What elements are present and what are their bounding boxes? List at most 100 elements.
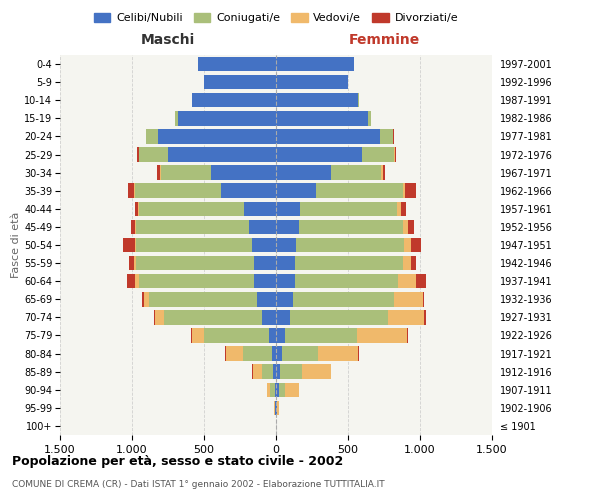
Bar bbox=[262, 310, 276, 324]
Text: Maschi: Maschi bbox=[141, 34, 195, 48]
Bar bbox=[393, 129, 394, 144]
Bar bbox=[273, 364, 276, 379]
Bar bbox=[403, 220, 409, 234]
Bar bbox=[299, 220, 403, 234]
Bar bbox=[136, 220, 248, 234]
Bar bbox=[158, 129, 276, 144]
Bar bbox=[276, 364, 280, 379]
Bar bbox=[135, 202, 139, 216]
Bar bbox=[276, 75, 348, 90]
Bar bbox=[137, 148, 139, 162]
Bar bbox=[276, 292, 293, 306]
Bar bbox=[252, 364, 253, 379]
Bar bbox=[262, 364, 273, 379]
Bar bbox=[412, 238, 421, 252]
Bar bbox=[129, 256, 134, 270]
Bar bbox=[193, 93, 276, 108]
Bar bbox=[405, 184, 416, 198]
Bar bbox=[127, 274, 135, 288]
Bar bbox=[161, 166, 211, 180]
Bar bbox=[134, 256, 136, 270]
Bar bbox=[164, 310, 262, 324]
Bar bbox=[134, 184, 135, 198]
Bar bbox=[394, 148, 395, 162]
Bar bbox=[412, 256, 416, 270]
Bar bbox=[424, 310, 426, 324]
Bar bbox=[295, 256, 403, 270]
Bar bbox=[272, 346, 276, 361]
Bar bbox=[395, 148, 396, 162]
Text: COMUNE DI CREMA (CR) - Dati ISTAT 1° gennaio 2002 - Elaborazione TUTTITALIA.IT: COMUNE DI CREMA (CR) - Dati ISTAT 1° gen… bbox=[12, 480, 385, 489]
Bar bbox=[280, 364, 302, 379]
Bar bbox=[401, 202, 406, 216]
Bar bbox=[358, 93, 359, 108]
Bar bbox=[178, 111, 276, 126]
Bar bbox=[157, 166, 160, 180]
Bar bbox=[254, 274, 276, 288]
Bar bbox=[225, 346, 226, 361]
Bar bbox=[404, 238, 412, 252]
Bar bbox=[381, 166, 383, 180]
Bar bbox=[276, 382, 279, 397]
Bar bbox=[251, 238, 276, 252]
Bar bbox=[204, 75, 276, 90]
Bar bbox=[276, 184, 316, 198]
Bar bbox=[276, 166, 331, 180]
Bar bbox=[155, 310, 164, 324]
Bar bbox=[276, 400, 277, 415]
Bar bbox=[276, 129, 380, 144]
Bar bbox=[135, 238, 136, 252]
Bar bbox=[124, 238, 135, 252]
Y-axis label: Fasce di età: Fasce di età bbox=[11, 212, 21, 278]
Bar bbox=[407, 328, 409, 342]
Bar bbox=[316, 184, 403, 198]
Bar bbox=[198, 57, 276, 72]
Bar bbox=[358, 346, 359, 361]
Text: Femmine: Femmine bbox=[349, 34, 419, 48]
Bar bbox=[380, 129, 392, 144]
Bar bbox=[276, 328, 284, 342]
Bar bbox=[257, 292, 276, 306]
Bar bbox=[416, 274, 426, 288]
Bar bbox=[368, 111, 371, 126]
Bar bbox=[254, 256, 276, 270]
Bar bbox=[356, 328, 407, 342]
Bar bbox=[135, 274, 139, 288]
Bar bbox=[277, 400, 279, 415]
Bar bbox=[394, 292, 423, 306]
Bar bbox=[276, 148, 362, 162]
Bar bbox=[276, 346, 282, 361]
Text: Popolazione per età, sesso e stato civile - 2002: Popolazione per età, sesso e stato civil… bbox=[12, 455, 343, 468]
Bar bbox=[248, 220, 276, 234]
Bar bbox=[302, 364, 331, 379]
Bar bbox=[135, 220, 136, 234]
Bar bbox=[221, 184, 276, 198]
Bar bbox=[383, 166, 385, 180]
Bar bbox=[128, 184, 134, 198]
Bar bbox=[276, 238, 296, 252]
Bar bbox=[253, 364, 262, 379]
Bar bbox=[290, 310, 388, 324]
Bar bbox=[284, 382, 299, 397]
Bar bbox=[204, 328, 269, 342]
Bar bbox=[154, 310, 155, 324]
Bar bbox=[301, 202, 397, 216]
Bar bbox=[143, 292, 149, 306]
Bar bbox=[282, 346, 318, 361]
Bar bbox=[139, 148, 168, 162]
Bar bbox=[136, 238, 251, 252]
Bar bbox=[269, 328, 276, 342]
Bar bbox=[276, 310, 290, 324]
Bar bbox=[268, 382, 270, 397]
Bar bbox=[293, 292, 394, 306]
Bar bbox=[403, 184, 405, 198]
Bar bbox=[193, 328, 204, 342]
Bar bbox=[397, 202, 401, 216]
Bar bbox=[284, 328, 356, 342]
Bar bbox=[276, 93, 358, 108]
Bar bbox=[276, 57, 354, 72]
Bar bbox=[243, 346, 272, 361]
Bar bbox=[192, 93, 193, 108]
Bar bbox=[175, 111, 178, 126]
Bar bbox=[388, 310, 424, 324]
